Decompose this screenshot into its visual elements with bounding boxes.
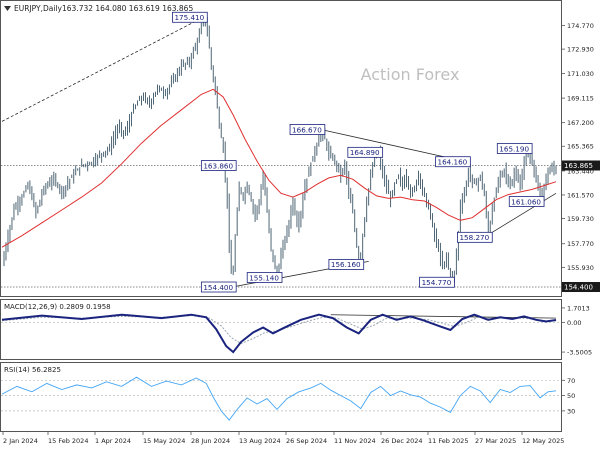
price-annotation-label: 154.400: [203, 283, 233, 292]
x-tick-label: 11 Feb 2025: [428, 437, 468, 445]
current-price-tag-text: 163.865: [564, 162, 593, 170]
symbol-info: EURJPY,Daily: [14, 4, 63, 13]
support-price-tag-bg: [562, 282, 600, 293]
x-axis: 2 Jan 2024 15 Feb 2024 1 Apr 2024 15 May 20…: [2, 431, 564, 445]
price-annotation-label: 163.860: [203, 161, 233, 170]
price-annotation-box: [457, 231, 493, 243]
price-y-tick-label: 161.570: [567, 191, 594, 199]
x-tick-label: 11 Nov 2024: [334, 437, 376, 445]
moving-average-line: [1, 88, 557, 248]
current-price-tag: 163.865: [562, 160, 600, 171]
price-y-tick-label: 163.440: [567, 167, 594, 175]
price-annotation-label: 154.770: [422, 278, 452, 287]
watermark-text: Action Forex: [361, 65, 460, 84]
price-annotation-label: 164.890: [350, 148, 380, 157]
price-annotation-box: [508, 196, 545, 207]
price-candles: [3, 14, 557, 288]
price-annotation-label: 158.270: [459, 233, 489, 242]
price-trendline: [1, 16, 204, 122]
price-annotation-box: [200, 281, 237, 293]
price-annotation-box: [347, 146, 384, 158]
price-annotation-label: 166.670: [292, 125, 322, 134]
price-annotation-label: 156.160: [331, 260, 361, 269]
price-annotations: 175.410 166.670 164.890 163.860 164.160 165.1…: [172, 11, 545, 293]
x-tick-label: 27 Mar 2025: [475, 437, 516, 445]
x-tick-label: 26 Sep 2024: [286, 437, 327, 445]
price-panel-frame: [0, 0, 562, 297]
ohlc-values: 163.732 164.080 163.619 163.865: [62, 4, 193, 13]
support-price-tag-text: 154.400: [564, 284, 593, 292]
macd-y-tick-label: 0.00: [567, 319, 581, 327]
rsi-y-tick-label: 50: [567, 392, 575, 400]
support-price-tag: 154.400: [562, 282, 600, 293]
price-annotation-label: 164.160: [438, 158, 468, 167]
price-annotation-label: 155.140: [249, 273, 279, 282]
price-y-tick-label: 172.930: [567, 46, 594, 54]
rsi-y-axis: 70 50 30: [561, 377, 575, 415]
x-tick-label: 15 May 2024: [143, 437, 185, 445]
current-price-tag-bg: [562, 160, 600, 171]
price-horizontal-lines: [1, 165, 561, 288]
x-tick-label: 15 Feb 2024: [48, 437, 88, 445]
rsi-y-tick-label: 30: [567, 407, 575, 415]
rsi-label: RSI(14) 56.2825: [4, 366, 61, 374]
price-annotation-box: [200, 160, 237, 171]
price-y-tick-label: 165.365: [567, 143, 594, 151]
rsi-panel-frame: [0, 362, 562, 432]
macd-panel-frame: [0, 299, 562, 360]
price-annotation-box: [172, 11, 208, 23]
x-tick-label: 28 Jun 2024: [191, 437, 230, 445]
price-annotation-label: 175.410: [174, 13, 204, 22]
rsi-y-tick-label: 70: [567, 377, 575, 385]
price-annotation-box: [419, 276, 455, 288]
rsi-line: [1, 376, 557, 421]
price-annotation-label: 161.060: [511, 197, 541, 206]
x-tick-label: 26 Dec 2024: [381, 437, 423, 445]
price-y-axis: 174.770 172.930 171.030 169.115 167.200 165.3…: [561, 22, 594, 272]
macd-y-tick-label: -3.5005: [567, 349, 592, 357]
price-annotation-box: [435, 156, 471, 168]
macd-line: [1, 313, 557, 354]
x-tick-label: 1 Apr 2024: [95, 437, 131, 445]
price-annotation-label: 165.190: [499, 144, 529, 153]
price-y-tick-label: 167.200: [567, 119, 594, 127]
price-annotation-box: [289, 124, 326, 135]
price-y-tick-label: 174.770: [567, 22, 594, 30]
price-annotation-box: [328, 259, 365, 270]
price-y-tick-label: 169.115: [567, 95, 594, 103]
price-y-tick-label: 159.730: [567, 215, 594, 223]
rsi-levels: [1, 379, 561, 412]
x-tick-label: 13 Aug 2024: [239, 437, 281, 445]
price-y-tick-label: 155.930: [567, 264, 594, 272]
price-annotation-box: [246, 272, 283, 283]
price-annotation-box: [496, 143, 533, 154]
symbol-dropdown-icon[interactable]: [4, 6, 11, 11]
price-y-tick-label: 157.770: [567, 240, 594, 248]
macd-y-tick-label: 1.7013: [567, 304, 590, 312]
x-tick-label: 12 May 2025: [522, 437, 564, 445]
macd-y-axis: 1.7013 0.00 -3.5005: [561, 304, 592, 357]
x-tick-label: 2 Jan 2024: [3, 437, 38, 445]
price-y-tick-label: 171.030: [567, 70, 594, 78]
macd-label: MACD(12,26,9) 0.2809 0.1958: [4, 303, 111, 311]
